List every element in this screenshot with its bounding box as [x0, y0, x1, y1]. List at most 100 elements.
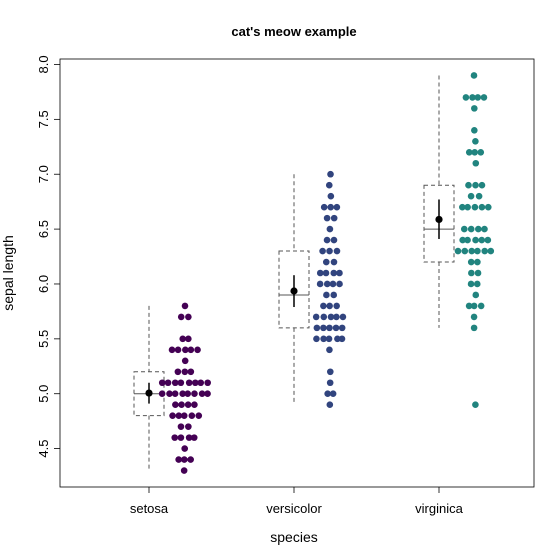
data-point [324, 281, 331, 288]
data-point [333, 314, 340, 321]
data-point [169, 412, 176, 419]
data-point [326, 303, 333, 310]
data-point [471, 325, 478, 332]
data-point [465, 182, 472, 189]
x-tick-label: setosa [130, 501, 169, 516]
data-point [326, 248, 333, 255]
data-point [204, 390, 211, 397]
x-axis-label: species [270, 529, 317, 545]
data-point [172, 390, 179, 397]
data-point [477, 149, 484, 156]
data-point [340, 314, 347, 321]
data-point [323, 259, 330, 266]
data-point [471, 303, 478, 310]
data-point [481, 94, 488, 101]
data-point [175, 347, 182, 354]
data-point [191, 401, 198, 408]
data-point [188, 347, 195, 354]
data-point [320, 325, 327, 332]
data-point [471, 127, 478, 134]
data-point [204, 379, 211, 386]
data-point [324, 215, 331, 222]
data-point [184, 390, 191, 397]
data-point [166, 390, 173, 397]
data-point [178, 401, 185, 408]
data-point [471, 314, 478, 321]
data-point [472, 182, 479, 189]
data-point [463, 94, 470, 101]
data-point [331, 259, 338, 266]
y-tick-label: 7.0 [36, 165, 51, 183]
data-point [320, 303, 327, 310]
data-point [333, 303, 340, 310]
data-point [331, 215, 338, 222]
data-point [472, 138, 479, 145]
data-point [186, 379, 193, 386]
data-point [195, 412, 202, 419]
y-tick-label: 5.5 [36, 330, 51, 348]
data-point [472, 204, 479, 211]
data-point [327, 368, 334, 375]
data-point [330, 292, 337, 299]
data-point [472, 292, 479, 299]
data-point [472, 237, 479, 244]
group-setosa [134, 303, 211, 474]
data-point [464, 237, 471, 244]
data-point [326, 325, 333, 332]
data-point [181, 445, 188, 452]
data-point [468, 248, 475, 255]
data-point [471, 72, 478, 79]
data-point [464, 204, 471, 211]
plot-frame [60, 59, 534, 487]
data-point [478, 237, 485, 244]
data-point [472, 160, 479, 167]
data-point [326, 336, 333, 343]
data-point [317, 270, 324, 277]
data-point [474, 248, 481, 255]
data-point [455, 248, 462, 255]
data-point [182, 357, 189, 364]
data-point [194, 347, 201, 354]
data-point [336, 281, 343, 288]
x-tick-label: versicolor [266, 501, 322, 516]
data-point [327, 171, 334, 178]
data-point [468, 226, 475, 233]
data-point [178, 379, 185, 386]
y-tick-label: 7.5 [36, 110, 51, 128]
data-point [187, 456, 194, 463]
data-point [334, 204, 341, 211]
group-versicolor [279, 171, 346, 408]
data-point [476, 193, 483, 200]
data-point [471, 105, 478, 112]
data-point [475, 94, 482, 101]
data-point [468, 259, 475, 266]
data-point [181, 412, 188, 419]
data-point [472, 401, 479, 408]
data-point [172, 401, 179, 408]
data-point [471, 149, 478, 156]
data-point [461, 248, 468, 255]
y-axis-label: sepal length [0, 235, 16, 311]
y-tick-label: 5.0 [36, 385, 51, 403]
data-point [178, 434, 185, 441]
mean-point [435, 216, 442, 223]
data-point [327, 401, 334, 408]
data-point [191, 434, 198, 441]
data-point [339, 325, 346, 332]
data-point [178, 423, 185, 430]
data-point [485, 237, 492, 244]
data-point [326, 182, 333, 189]
data-point [165, 379, 172, 386]
data-point [319, 248, 326, 255]
data-point [468, 281, 475, 288]
plot-groups [134, 72, 494, 474]
data-point [479, 182, 486, 189]
data-point [181, 456, 188, 463]
chart-title: cat's meow example [231, 24, 356, 39]
data-point [328, 193, 335, 200]
data-point [182, 368, 189, 375]
data-point [159, 379, 166, 386]
y-tick-label: 6.0 [36, 275, 51, 293]
data-point [461, 226, 468, 233]
data-point [189, 412, 196, 419]
